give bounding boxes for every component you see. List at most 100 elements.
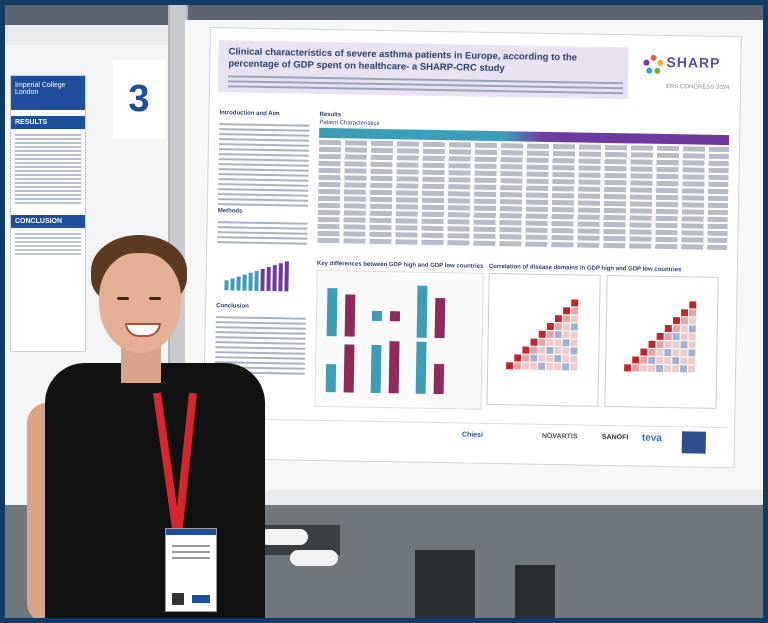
sharp-logo-text: SHARP [666, 53, 721, 71]
heatmap-cell [648, 356, 656, 364]
heatmap-cell [664, 332, 672, 341]
heatmap-cell [546, 362, 554, 371]
correlation-header: Correlation of disease domains in GDP hi… [488, 263, 682, 274]
heatmap-cell [546, 346, 554, 355]
heatmap-cell [562, 355, 570, 363]
intro-text [217, 120, 310, 210]
neighbor-poster-text [11, 129, 85, 209]
heatmap-cell [688, 357, 696, 365]
heatmap-cell [546, 354, 554, 363]
heatmap-cell [514, 354, 522, 362]
heatmap-cell [688, 341, 696, 349]
heatmap-cell [530, 338, 538, 346]
characteristics-table [317, 127, 730, 265]
sponsor-sanofi: SANOFI [601, 433, 629, 442]
heatmap-cell [680, 357, 688, 365]
sponsor-chiesi: Chiesi [461, 431, 483, 439]
heatmap-cell [562, 363, 570, 371]
heatmap-cell [530, 346, 538, 354]
sponsor-bar: Chiesi NOVARTIS SANOFI teva [211, 418, 728, 459]
research-poster: Clinical characteristics of severe asthm… [202, 27, 742, 469]
heatmap-cell [554, 339, 562, 347]
heatmap-cell [514, 362, 522, 370]
poster-title-block: Clinical characteristics of severe asthm… [217, 40, 629, 100]
qr-code-icon [681, 431, 707, 454]
heatmap-cell [522, 362, 530, 370]
heatmap-cell [656, 356, 664, 364]
heatmap-cell [632, 364, 640, 372]
heatmap-cell [538, 362, 546, 370]
congress-label: ERS CONGRESS 2024 [665, 83, 730, 92]
heatmap-cell [656, 340, 664, 348]
heatmap-cell [571, 307, 579, 315]
heatmap-cell [570, 363, 578, 371]
heatmap-cell [546, 322, 554, 331]
heatmap-cell [672, 341, 680, 349]
intro-header: Introduction and Aim [219, 110, 280, 118]
heatmap-cell [506, 362, 514, 370]
heatmap-cell [522, 354, 530, 362]
heatmap-cell [562, 331, 570, 339]
heatmap-cell [648, 340, 656, 348]
heatmap-cell [664, 364, 672, 373]
heatmap-cell [538, 330, 546, 338]
key-differences-bar-chart [314, 269, 484, 410]
heatmap-cell [571, 299, 579, 307]
heatmap-cell [554, 355, 562, 363]
visitor-legs [415, 550, 475, 618]
heatmap-cell [554, 323, 562, 331]
heatmap-cell [530, 354, 538, 362]
methods-header: Methods [217, 208, 243, 215]
heatmap-cell [688, 317, 697, 325]
heatmap-cell [688, 365, 696, 373]
heatmap-cell [648, 364, 656, 372]
heatmap-cell [538, 354, 546, 362]
heatmap-cell [688, 325, 696, 333]
heatmap-cell [640, 348, 648, 356]
heatmap-cell [570, 347, 578, 355]
neighbor-poster: Imperial College London RESULTS CONCLUSI… [10, 75, 86, 352]
presenter-woman [25, 233, 275, 618]
visitor-legs-2 [515, 565, 555, 618]
heatmap-cell [681, 309, 689, 317]
heatmap-cell [672, 333, 680, 341]
heatmap-cell [648, 348, 656, 356]
board-number: 3 [113, 60, 165, 138]
heatmap-cell [689, 301, 697, 309]
heatmap-cell [680, 317, 689, 325]
sneaker-right [290, 550, 338, 566]
heatmap-cell [570, 331, 578, 339]
heatmap-cell [562, 339, 570, 347]
heatmap-cell [570, 339, 578, 347]
heatmap-cell [554, 315, 563, 323]
heatmap-cell [672, 357, 680, 365]
heatmap-cell [562, 323, 570, 331]
sponsor-novartis: NOVARTIS [541, 432, 578, 441]
key-differences-header: Key differences between GDP high and GDP… [316, 260, 484, 270]
heatmap-cell [562, 315, 571, 323]
heatmap-cell [570, 355, 578, 363]
sharp-flower-icon [643, 54, 664, 74]
heatmap-cell [688, 333, 696, 341]
patient-characteristics-header: Patient Characteristics [319, 119, 380, 127]
heatmap-cell [570, 323, 578, 331]
heatmap-cell [538, 346, 546, 354]
sharp-logo: SHARP ERS CONGRESS 2024 [640, 48, 733, 102]
heatmap-cell [624, 364, 632, 372]
heatmap-cell [656, 332, 664, 340]
neighbor-poster-results-header: RESULTS [11, 116, 85, 129]
heatmap-cell [672, 325, 680, 333]
heatmap-cell [570, 315, 579, 323]
heatmap-cell [546, 338, 554, 347]
heatmap-cell [664, 348, 672, 357]
heatmap-cell [664, 340, 672, 349]
sneaker-left [260, 529, 308, 545]
heatmap-cell [664, 356, 672, 365]
heatmap-cell [672, 349, 680, 357]
name-badge [165, 528, 217, 612]
badge-qr-icon [172, 593, 184, 605]
heatmap-cell [672, 365, 680, 373]
heatmap-cell [689, 309, 697, 317]
heatmap-cell [688, 349, 696, 357]
